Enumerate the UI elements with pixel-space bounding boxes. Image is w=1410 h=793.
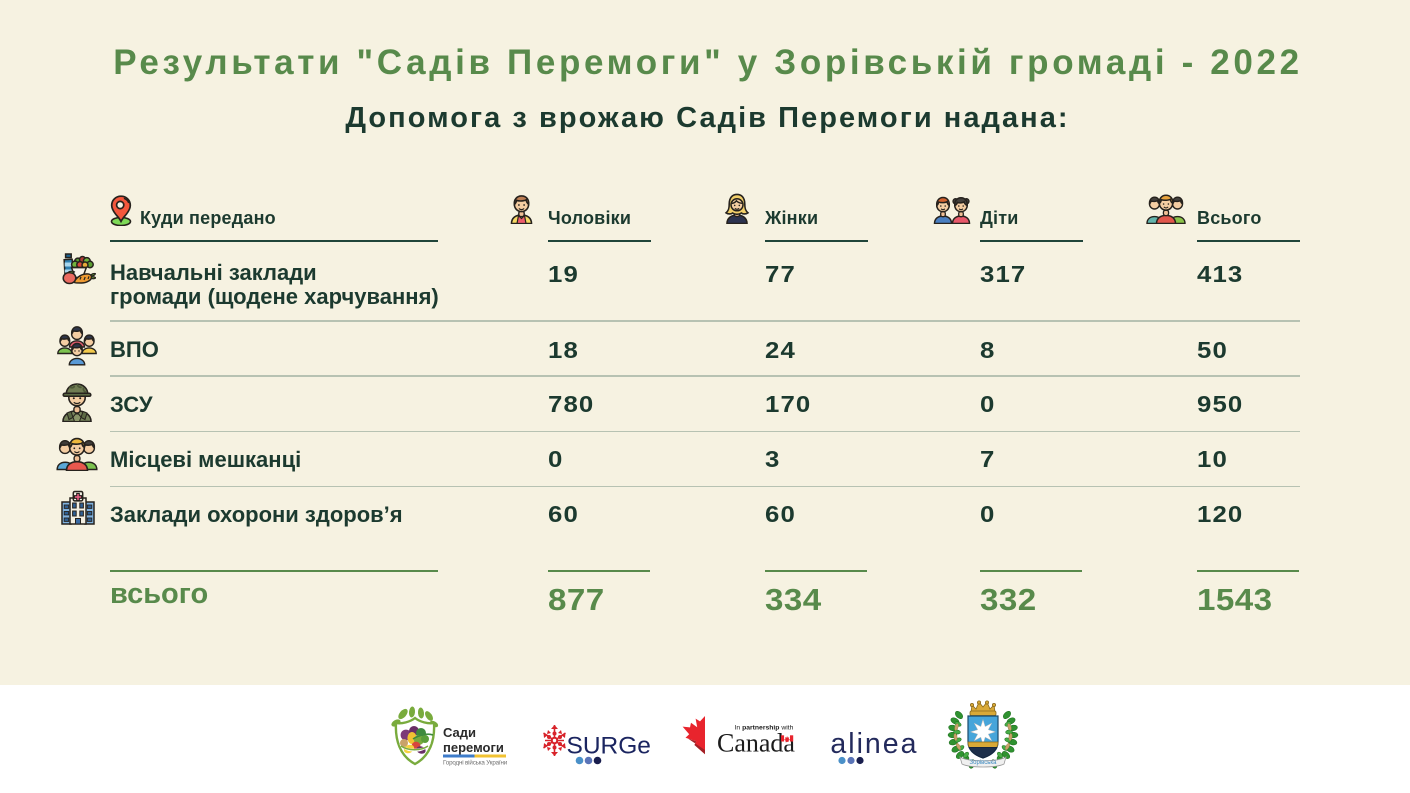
svg-text:alinea: alinea [830, 728, 918, 760]
svg-text:Сади: Сади [443, 725, 476, 740]
svg-text:Городні війська України: Городні війська України [443, 760, 508, 767]
svg-text:Canada: Canada [717, 729, 795, 758]
svg-text:SURGe: SURGe [567, 733, 651, 760]
svg-text:перемоги: перемоги [443, 740, 504, 755]
svg-text:In partnership with: In partnership with [735, 725, 794, 732]
svg-text:Зорівська: Зорівська [970, 760, 998, 766]
